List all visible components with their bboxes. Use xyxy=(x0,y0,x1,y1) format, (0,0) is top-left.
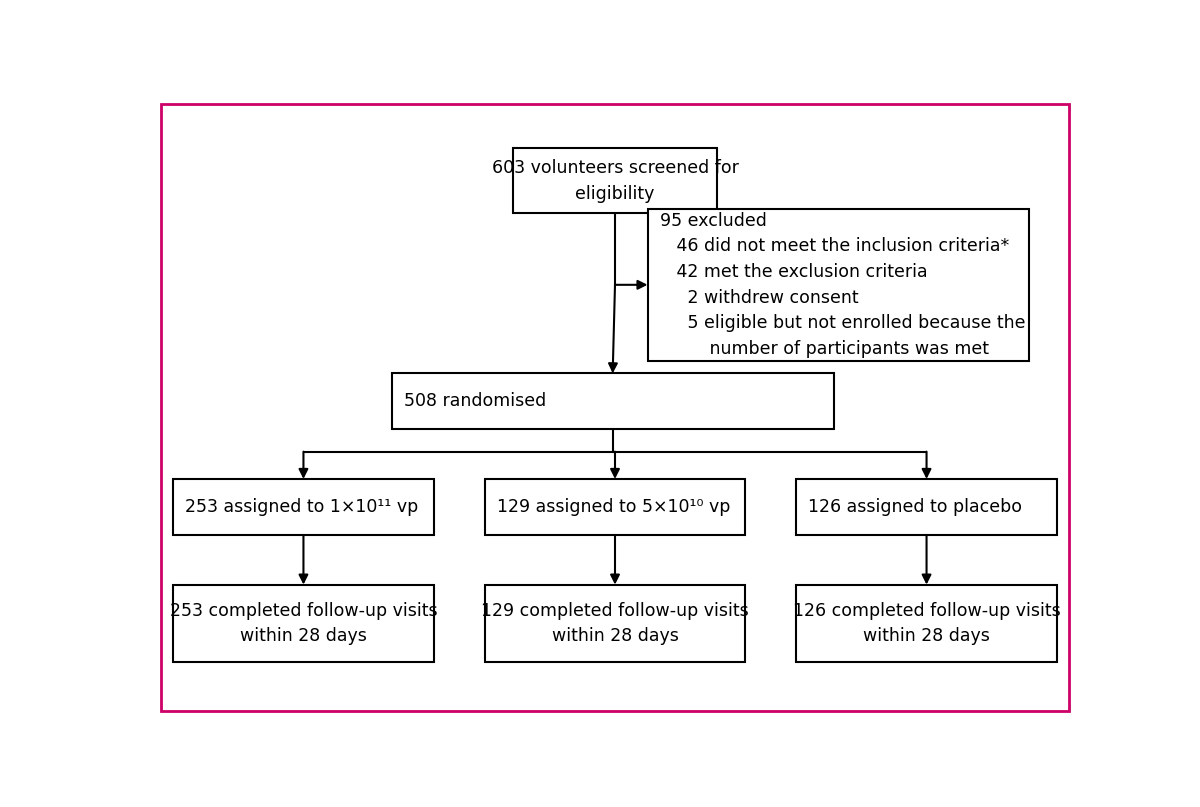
Text: 129 completed follow-up visits
within 28 days: 129 completed follow-up visits within 28… xyxy=(481,601,749,646)
Text: 253 completed follow-up visits
within 28 days: 253 completed follow-up visits within 28… xyxy=(169,601,437,646)
Text: 603 volunteers screened for
eligibility: 603 volunteers screened for eligibility xyxy=(492,159,738,203)
Bar xyxy=(648,209,1028,361)
Bar xyxy=(797,584,1057,663)
Text: 95 excluded
   46 did not meet the inclusion criteria*
   42 met the exclusion c: 95 excluded 46 did not meet the inclusio… xyxy=(660,211,1025,358)
Bar xyxy=(485,479,745,535)
Bar xyxy=(173,584,433,663)
Text: 508 randomised: 508 randomised xyxy=(404,392,546,410)
Bar xyxy=(485,584,745,663)
Bar xyxy=(173,479,433,535)
Text: 126 assigned to placebo: 126 assigned to placebo xyxy=(809,498,1022,516)
Bar xyxy=(512,148,718,213)
Text: 253 assigned to 1×10¹¹ vp: 253 assigned to 1×10¹¹ vp xyxy=(185,498,419,516)
Text: 129 assigned to 5×10¹⁰ vp: 129 assigned to 5×10¹⁰ vp xyxy=(497,498,731,516)
Text: 126 completed follow-up visits
within 28 days: 126 completed follow-up visits within 28… xyxy=(793,601,1061,646)
Bar xyxy=(797,479,1057,535)
Bar xyxy=(391,374,834,429)
